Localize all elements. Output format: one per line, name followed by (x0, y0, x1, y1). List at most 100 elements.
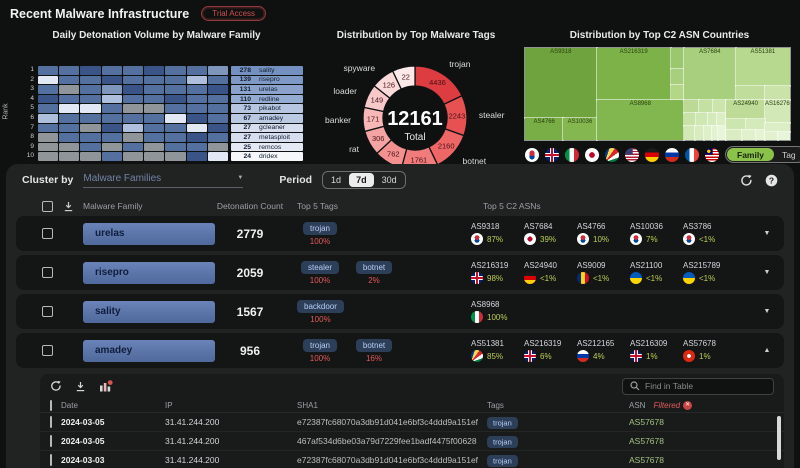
japan-flag-icon[interactable] (585, 147, 599, 162)
treemap-block-cell-11[interactable] (763, 84, 791, 101)
treemap-block-cell-20[interactable] (693, 125, 705, 141)
clear-filter-icon[interactable]: ✕ (683, 400, 693, 410)
treemap-block-cell-16[interactable] (694, 112, 709, 128)
c2-ip[interactable]: 31.41.244.200 (165, 417, 220, 427)
treemap-block-cell-4[interactable] (669, 46, 686, 71)
subtable-select-all-checkbox[interactable] (50, 399, 52, 411)
treemap-block-cell-12[interactable] (683, 98, 700, 115)
scrollbar-thumb[interactable] (777, 416, 781, 460)
asn-item[interactable]: AS51381 85% (471, 339, 524, 362)
treemap-block-cell-13[interactable] (697, 98, 715, 115)
treemap-block-cell-23[interactable] (717, 125, 728, 141)
heatmap-today-cell[interactable]: 110 redline (231, 94, 303, 104)
treemap-block-AS24940[interactable]: AS24940 (725, 98, 766, 120)
treemap-block-AS8968[interactable]: AS8968 (595, 98, 685, 141)
heatmap-today-cell[interactable]: 24 dridex (231, 152, 303, 161)
russia-flag-icon[interactable] (665, 147, 679, 162)
treemap-block-cell-27[interactable] (745, 117, 766, 131)
heatmap-today-cell[interactable]: 25 remcos (231, 142, 303, 152)
tag-badge[interactable]: trojan (487, 454, 518, 467)
collapse-caret-icon[interactable]: ▲ (763, 347, 771, 354)
c2-asn-treemap[interactable]: AS9318 AS4766 AS10036 AS216319 AS8968 AS7684 A… (523, 46, 791, 142)
treemap-block-cell-19[interactable] (683, 125, 696, 141)
asn-item[interactable]: AS9318 87% (471, 222, 524, 245)
treemap-block-cell-22[interactable] (710, 125, 720, 141)
row-checkbox[interactable] (42, 306, 53, 317)
row-checkbox[interactable] (42, 267, 53, 278)
c2-ip[interactable]: 31.41.244.200 (165, 455, 220, 465)
tag-badge[interactable]: botnet (355, 260, 393, 274)
treemap-block-AS7684[interactable]: AS7684 (683, 47, 737, 101)
seychelles-flag-icon[interactable] (605, 147, 619, 162)
asn-item[interactable]: AS24940 <1% (524, 261, 577, 284)
help-icon[interactable]: ? (765, 174, 778, 187)
treemap-block-cell-32[interactable] (763, 130, 780, 142)
row-checkbox[interactable] (42, 345, 53, 356)
asn-item[interactable]: AS57678 1% (683, 339, 736, 362)
treemap-block-cell-29[interactable] (741, 128, 757, 141)
refresh-icon[interactable] (50, 380, 62, 392)
treemap-block-cell-18[interactable] (716, 112, 728, 128)
toggle-tag[interactable]: Tag (781, 149, 796, 160)
treemap-block-AS51381[interactable]: AS51381 (734, 47, 791, 87)
treemap-block-cell-6[interactable] (669, 83, 686, 101)
sample-sha1[interactable]: e72387fc68070a3db91d041e6bf3c4ddd9a151ef (297, 455, 479, 465)
treemap-block-AS9318[interactable]: AS9318 (524, 46, 598, 120)
treemap-block-cell-33[interactable] (777, 130, 791, 142)
tag-badge[interactable]: stealer (300, 260, 339, 274)
asn-item[interactable]: AS3786 <1% (683, 222, 736, 245)
italy-flag-icon[interactable] (565, 147, 579, 162)
expand-caret-icon[interactable]: ▼ (763, 230, 771, 237)
tag-badge[interactable]: botnet (355, 338, 393, 352)
tag-badge[interactable]: trojan (487, 435, 518, 448)
heatmap-today-cell[interactable]: 139 risepro (231, 75, 303, 85)
germany-flag-icon[interactable] (645, 147, 659, 162)
tag-badge[interactable]: trojan (487, 416, 518, 429)
chart-filter-icon[interactable] (99, 380, 113, 392)
tag-badge[interactable]: trojan (302, 338, 337, 352)
tag-badge[interactable]: backdoor (297, 299, 344, 313)
family-pill[interactable]: urelas (83, 222, 215, 245)
asn-item[interactable]: AS8968 100% (471, 300, 524, 323)
asn-item[interactable]: AS4766 10% (577, 222, 630, 245)
find-in-table-search[interactable] (622, 377, 774, 395)
heatmap-today-cell[interactable]: 27 gcleaner (231, 123, 303, 133)
treemap-block-cell-10[interactable] (734, 84, 766, 101)
treemap-block-cell-31[interactable] (763, 122, 791, 133)
download-icon[interactable] (75, 381, 86, 392)
treemap-block-cell-17[interactable] (706, 112, 719, 128)
treemap-block-cell-14[interactable] (712, 98, 728, 115)
asn-item[interactable]: AS212165 4% (577, 339, 630, 362)
treemap-block-cell-15[interactable] (683, 112, 697, 128)
row-checkbox[interactable] (50, 416, 52, 428)
treemap-block-AS216319[interactable]: AS216319 (595, 47, 672, 101)
usa-flag-icon[interactable] (625, 147, 639, 162)
sample-sha1[interactable]: e72387fc68070a3db91d041e6bf3c4ddd9a151ef (297, 417, 479, 427)
treemap-block-cell-30[interactable] (754, 128, 766, 141)
asn-item[interactable]: AS216319 98% (471, 261, 524, 284)
search-input[interactable] (645, 381, 766, 391)
family-tag-toggle[interactable]: Family Tag (725, 146, 800, 163)
treemap-block-cell-26[interactable] (725, 117, 748, 131)
asn-item[interactable]: AS216309 1% (630, 339, 683, 362)
family-pill[interactable]: risepro (83, 261, 215, 284)
asn-item[interactable]: AS21100 <1% (630, 261, 683, 284)
asn-item[interactable]: AS7684 39% (524, 222, 577, 245)
asn-item[interactable]: AS216319 6% (524, 339, 577, 362)
sample-sha1[interactable]: 467af534d6be03a79d7229fee1badf4475f00628 (297, 436, 477, 446)
asn-item[interactable]: AS10036 7% (630, 222, 683, 245)
heatmap-today-cell[interactable]: 67 amadey (231, 113, 303, 123)
uk-flag-icon[interactable] (545, 147, 559, 162)
select-all-checkbox[interactable] (42, 200, 53, 212)
south-korea-flag-icon[interactable] (525, 147, 539, 162)
period-7d[interactable]: 7d (349, 173, 374, 187)
tag-badge[interactable]: trojan (302, 221, 337, 235)
expand-caret-icon[interactable]: ▼ (763, 308, 771, 315)
refresh-icon[interactable] (740, 174, 753, 187)
toggle-family[interactable]: Family (727, 148, 774, 161)
c2-asn[interactable]: AS57678 (629, 417, 664, 427)
expand-caret-icon[interactable]: ▼ (763, 269, 771, 276)
cluster-by-dropdown[interactable]: Malware Families ▼ (83, 173, 244, 188)
c2-asn[interactable]: AS57678 (629, 455, 664, 465)
row-checkbox[interactable] (42, 228, 53, 239)
